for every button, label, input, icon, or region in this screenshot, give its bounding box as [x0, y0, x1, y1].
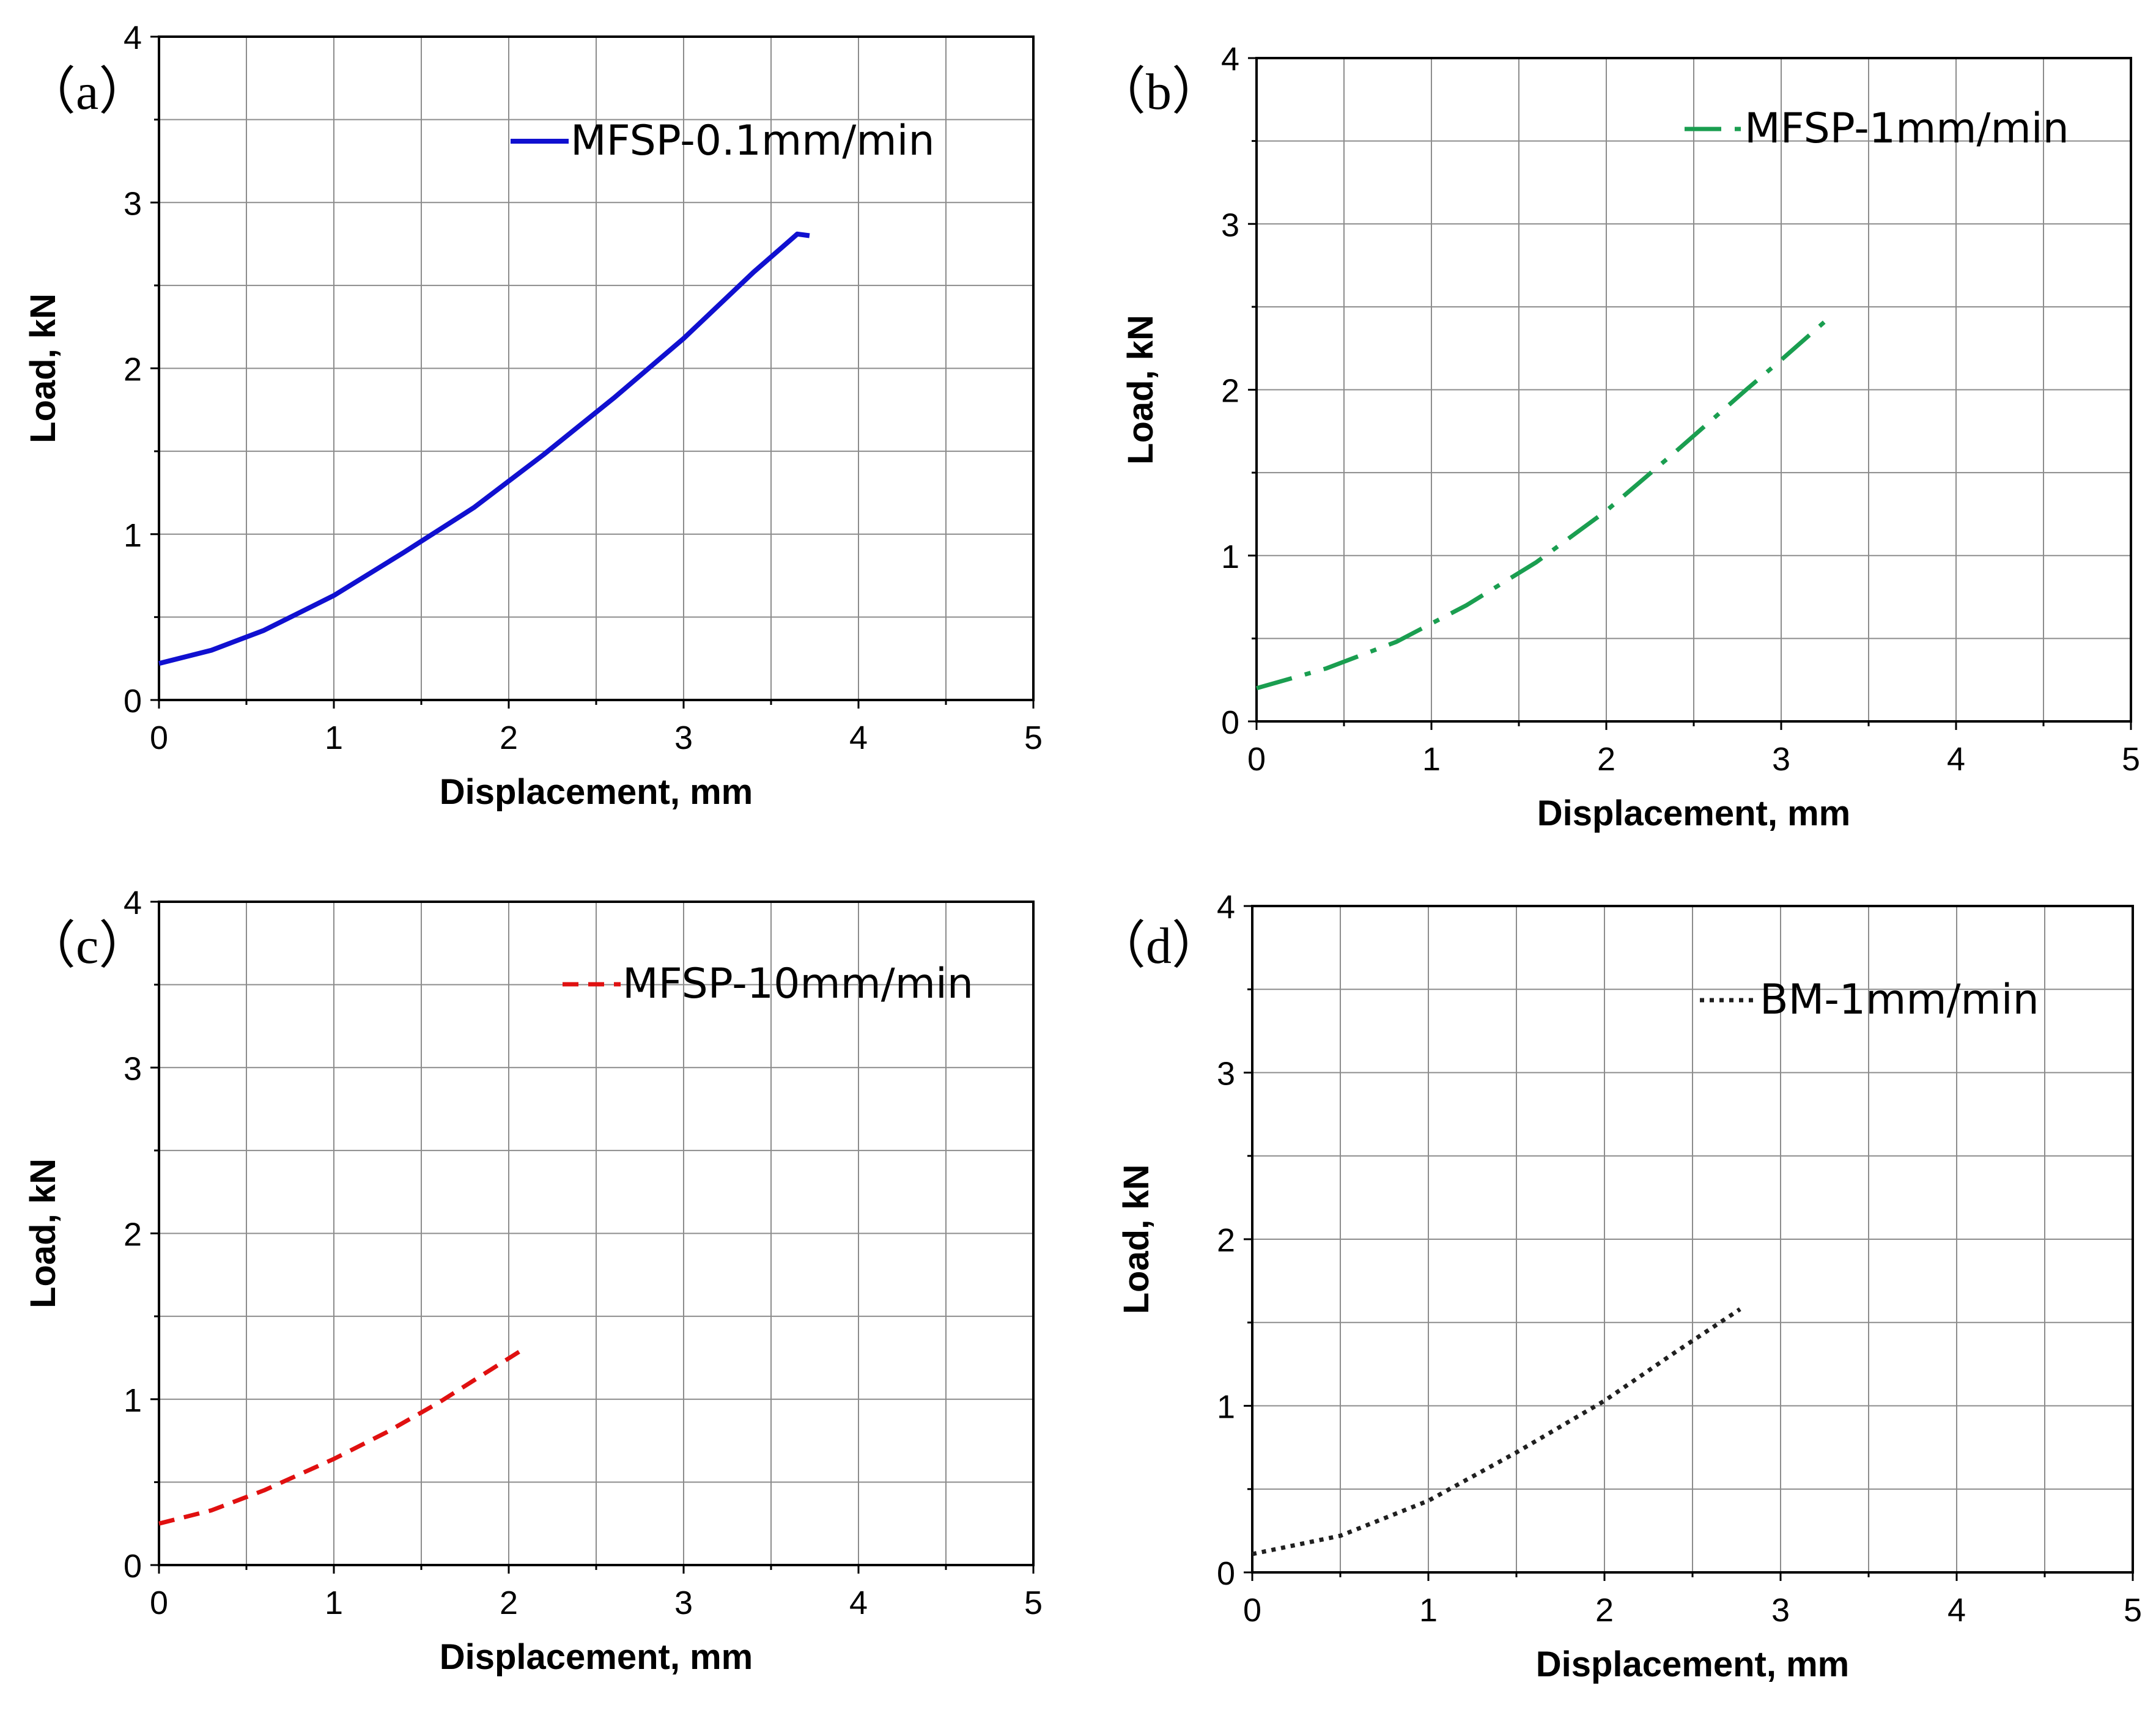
x-axis-title: Displacement, mm: [1536, 1645, 1850, 1684]
y-tick-label: 0: [1217, 1555, 1235, 1592]
y-tick-label: 4: [124, 20, 142, 56]
y-tick-label: 2: [1217, 1222, 1235, 1259]
gridlines: [1252, 906, 2133, 1572]
panel-d: 0 1 2 3 4 5 0 1 2 3 4 Displacement, mm Load, kN （d） BM…: [1095, 889, 2142, 1684]
x-tick-label: 0: [150, 1585, 168, 1621]
y-tick-label: 4: [1217, 889, 1235, 926]
panel-label: （c）: [24, 918, 150, 974]
x-axis-title: Displacement, mm: [440, 772, 753, 812]
y-tick-label: 2: [1221, 373, 1239, 410]
y-tick-label: 4: [1221, 41, 1239, 78]
x-tick-label: 4: [849, 720, 868, 756]
y-tick-label: 3: [124, 1050, 142, 1087]
series-line-0: [1256, 317, 1830, 691]
x-tick-label: 5: [2122, 741, 2140, 778]
y-tick-label: 3: [1221, 207, 1239, 243]
legend-label: MFSP-0.1mm/min: [570, 117, 935, 165]
y-tick-label: 1: [124, 1382, 142, 1419]
y-tick-label: 3: [1217, 1056, 1235, 1092]
y-tick-label: 1: [124, 517, 142, 554]
x-axis-title: Displacement, mm: [440, 1637, 753, 1677]
x-tick-label: 4: [1947, 1592, 1966, 1629]
y-tick-label: 1: [1221, 539, 1239, 575]
x-tick-label: 1: [325, 1585, 343, 1621]
gridlines: [159, 902, 1033, 1565]
y-tick-label: 2: [124, 1217, 142, 1253]
y-tick-label: 2: [124, 352, 142, 388]
x-tick-label: 0: [150, 720, 168, 756]
x-tick-label: 3: [674, 720, 693, 756]
y-tick-label: 3: [124, 185, 142, 222]
legend-label: MFSP-1mm/min: [1744, 105, 2069, 153]
gridlines: [159, 37, 1033, 700]
x-tick-label: 5: [2124, 1592, 2142, 1629]
x-tick-label: 4: [1947, 741, 1965, 778]
legend-label: BM-1mm/min: [1760, 976, 2039, 1024]
x-tick-label: 2: [1597, 741, 1615, 778]
panel-label: （a）: [24, 64, 150, 120]
x-tick-label: 2: [500, 1585, 518, 1621]
x-axis-title: Displacement, mm: [1537, 794, 1851, 833]
x-tick-label: 2: [1595, 1592, 1614, 1629]
x-tick-label: 1: [1419, 1592, 1438, 1629]
y-tick-label: 0: [1221, 704, 1239, 741]
x-tick-label: 3: [674, 1585, 693, 1621]
y-axis-title: Load, kN: [23, 293, 63, 443]
series-line-0: [158, 1347, 524, 1526]
series-line-0: [1252, 1307, 1741, 1556]
y-tick-label: 0: [124, 1548, 142, 1585]
x-tick-label: 5: [1024, 720, 1043, 756]
y-axis-title: Load, kN: [1121, 315, 1161, 465]
y-tick-label: 1: [1217, 1389, 1235, 1426]
legend-label: MFSP-10mm/min: [622, 960, 973, 1008]
panel-b: 0 1 2 3 4 5 0 1 2 3 4 Displacement, mm Load, kN （b） MF…: [1095, 41, 2140, 833]
panel-label: （d）: [1095, 918, 1223, 974]
x-tick-label: 0: [1243, 1592, 1261, 1629]
y-axis-title: Load, kN: [1117, 1165, 1156, 1314]
panel-label: （b）: [1095, 64, 1223, 120]
gridlines: [1257, 58, 2131, 721]
series-line-0: [158, 231, 810, 666]
y-axis-title: Load, kN: [23, 1159, 63, 1308]
x-tick-label: 0: [1247, 741, 1266, 778]
x-tick-label: 4: [849, 1585, 868, 1621]
x-tick-label: 5: [1024, 1585, 1043, 1621]
y-tick-label: 4: [124, 885, 142, 921]
panel-c: 0 1 2 3 4 5 0 1 2 3 4 Displacement, mm Load, kN （c） MF…: [23, 885, 1043, 1677]
y-tick-label: 0: [124, 683, 142, 720]
x-tick-label: 3: [1772, 741, 1790, 778]
x-tick-label: 1: [1422, 741, 1441, 778]
x-tick-label: 3: [1771, 1592, 1790, 1629]
x-tick-label: 2: [500, 720, 518, 756]
x-tick-label: 1: [325, 720, 343, 756]
panel-a: 0 1 2 3 4 5 0 1 2 3 4 Displacement, mm Load, kN （a） MF…: [23, 20, 1043, 812]
